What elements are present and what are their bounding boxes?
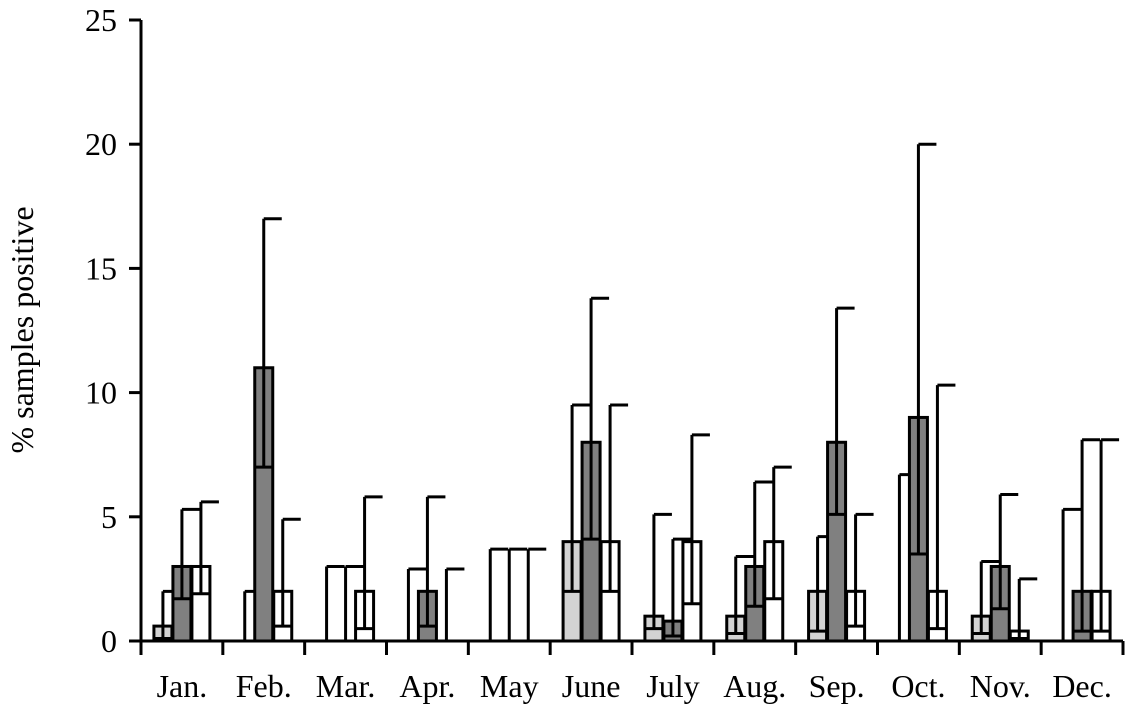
x-tick-label: June (562, 668, 621, 704)
x-tick-label: Aug. (723, 668, 786, 704)
x-tick-label: May (480, 668, 539, 704)
y-axis-title: % samples positive (4, 206, 40, 453)
y-tick-label: 0 (101, 623, 117, 659)
y-tick-label: 15 (85, 250, 117, 286)
x-tick-label: Mar. (316, 668, 376, 704)
x-tick-label: Jan. (157, 668, 208, 704)
plot-area (152, 142, 1120, 643)
y-tick-label: 25 (85, 2, 117, 38)
y-tick-label: 5 (101, 499, 117, 535)
y-tick-label: 10 (85, 375, 117, 411)
x-tick-label: Dec. (1052, 668, 1112, 704)
x-tick-label: Feb. (236, 668, 292, 704)
x-tick-label: Sep. (809, 668, 865, 704)
x-tick-label: Nov. (970, 668, 1031, 704)
x-tick-label: Oct. (891, 668, 945, 704)
x-tick-label: July (646, 668, 699, 704)
axes: 0 5 10 15 20 25 Jan. Feb. Mar. Apr. May June July Aug… (85, 2, 1125, 704)
x-tick-label: Apr. (399, 668, 455, 704)
y-tick-label: 20 (85, 126, 117, 162)
